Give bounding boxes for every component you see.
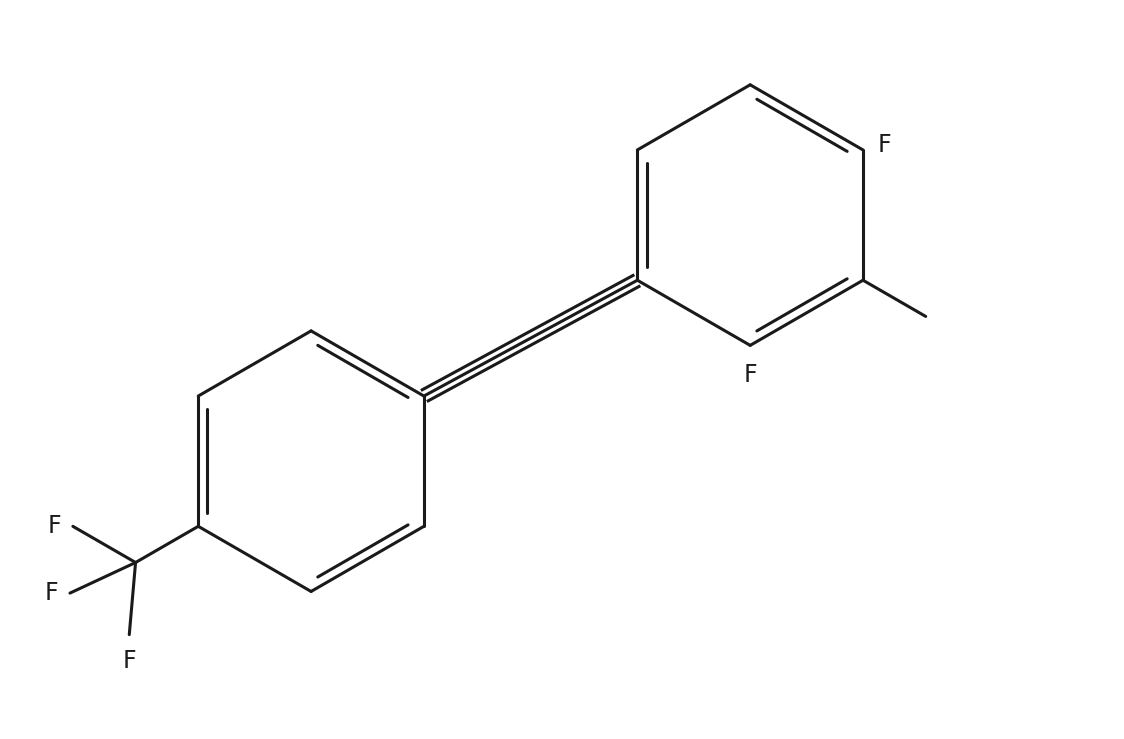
Text: F: F: [47, 514, 62, 538]
Text: F: F: [743, 363, 756, 386]
Text: F: F: [878, 133, 891, 157]
Text: F: F: [45, 581, 58, 605]
Text: F: F: [123, 649, 136, 673]
